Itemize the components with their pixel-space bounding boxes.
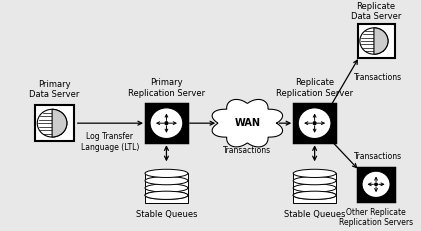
Text: WAN: WAN xyxy=(234,118,260,128)
Circle shape xyxy=(375,183,377,185)
Text: Replicate
Data Server: Replicate Data Server xyxy=(351,2,401,21)
Wedge shape xyxy=(52,109,67,137)
Circle shape xyxy=(150,108,183,139)
Polygon shape xyxy=(293,195,336,203)
Polygon shape xyxy=(293,173,336,181)
Circle shape xyxy=(313,122,316,125)
Ellipse shape xyxy=(293,176,336,185)
FancyBboxPatch shape xyxy=(357,24,394,58)
FancyBboxPatch shape xyxy=(294,104,335,142)
Polygon shape xyxy=(145,188,188,195)
Text: Transactions: Transactions xyxy=(354,152,402,161)
Ellipse shape xyxy=(145,191,188,199)
Ellipse shape xyxy=(293,169,336,177)
Ellipse shape xyxy=(145,176,188,185)
Polygon shape xyxy=(145,173,188,181)
Text: Log Transfer
Language (LTL): Log Transfer Language (LTL) xyxy=(81,132,139,152)
Circle shape xyxy=(37,109,67,137)
Polygon shape xyxy=(212,99,282,147)
Wedge shape xyxy=(374,28,388,54)
Polygon shape xyxy=(293,181,336,188)
Text: Primary
Replication Server: Primary Replication Server xyxy=(128,78,205,98)
Ellipse shape xyxy=(293,191,336,199)
Text: Transactions: Transactions xyxy=(223,146,272,155)
Polygon shape xyxy=(145,195,188,203)
Circle shape xyxy=(362,171,390,198)
Ellipse shape xyxy=(293,191,336,199)
Text: Primary
Data Server: Primary Data Server xyxy=(29,80,80,99)
Text: Stable Queues: Stable Queues xyxy=(284,210,345,219)
Ellipse shape xyxy=(145,184,188,192)
FancyBboxPatch shape xyxy=(146,104,187,142)
Ellipse shape xyxy=(145,191,188,199)
FancyBboxPatch shape xyxy=(359,168,394,201)
Ellipse shape xyxy=(293,184,336,192)
Polygon shape xyxy=(145,181,188,188)
Circle shape xyxy=(165,122,168,125)
Circle shape xyxy=(360,28,388,54)
Ellipse shape xyxy=(145,169,188,177)
Polygon shape xyxy=(293,188,336,195)
Text: Stable Queues: Stable Queues xyxy=(136,210,197,219)
Text: Transactions: Transactions xyxy=(354,73,402,82)
Text: Other Replicate
Replication Servers: Other Replicate Replication Servers xyxy=(339,208,413,228)
FancyBboxPatch shape xyxy=(35,105,74,141)
Circle shape xyxy=(298,108,331,139)
Text: Replicate
Replication Server: Replicate Replication Server xyxy=(276,78,353,98)
